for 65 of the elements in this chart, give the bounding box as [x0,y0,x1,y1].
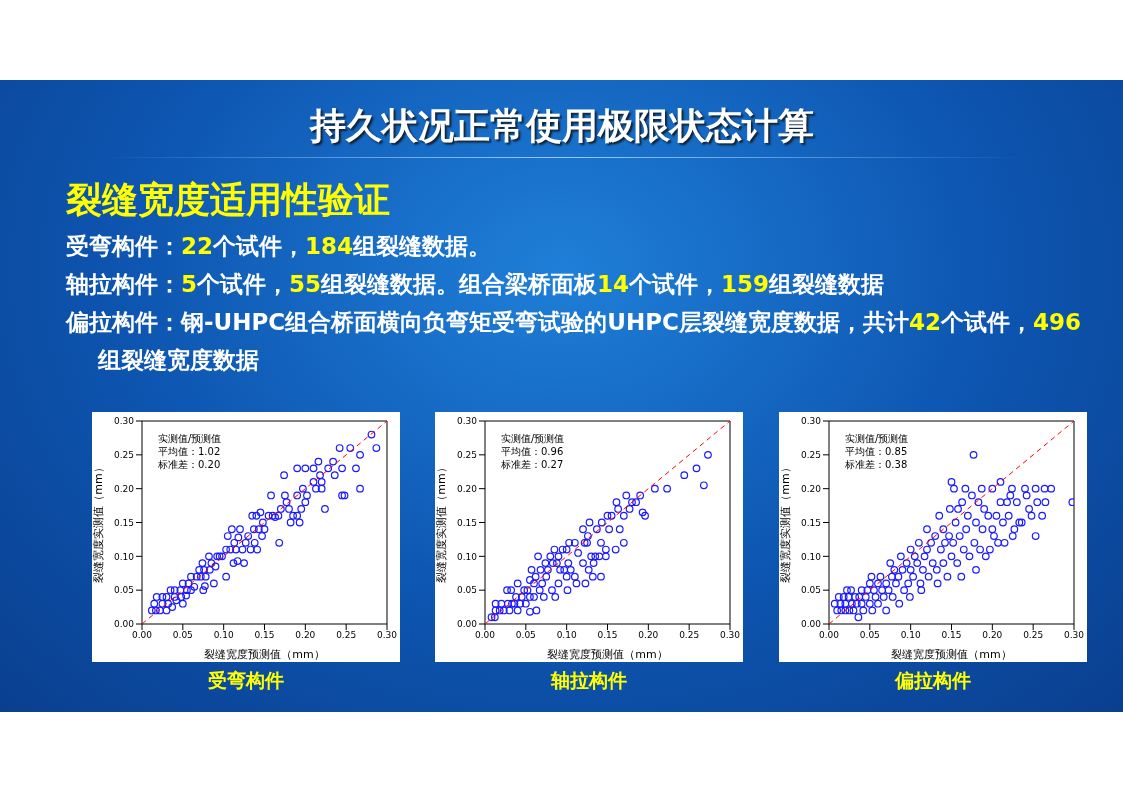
x-tick-label: 0.20 [638,630,659,641]
x-axis-title: 裂缝宽度预测值（mm） [204,648,325,661]
y-tick-label: 0.10 [113,551,135,562]
y-tick-label: 0.20 [456,483,478,494]
y-tick-label: 0.10 [800,551,822,562]
x-tick-label: 0.30 [1063,630,1085,641]
x-tick-label: 0.10 [900,630,921,641]
y-tick-label: 0.30 [113,416,135,427]
x-tick-label: 0.10 [556,630,577,641]
annotation: 平均值：0.85 [845,445,909,458]
y-tick-label: 0.20 [113,483,135,494]
text: 轴拉构件：5个试件，55组裂缝数据。组合梁桥面板14个试件，159组裂缝数据 [66,271,885,297]
x-tick-label: 0.05 [515,630,536,641]
x-tick-label: 0.30 [719,630,741,641]
text: 受弯构件：22个试件，184组裂缝数据。 [66,233,492,259]
x-tick-label: 0.15 [941,630,962,641]
y-tick-label: 0.15 [800,517,821,528]
x-axis-title: 裂缝宽度预测值（mm） [891,648,1012,661]
text: 偏拉构件 [893,668,972,693]
y-axis-title: 裂缝宽度实测值（mm） [434,462,448,583]
text: 持久状况正常使用极限状态计算 [308,104,815,148]
y-axis-title: 裂缝宽度实测值（mm） [778,462,792,583]
x-tick-label: 0.00 [131,630,153,641]
y-tick-label: 0.15 [456,517,477,528]
y-tick-label: 0.10 [456,551,478,562]
y-tick-label: 0.15 [113,517,134,528]
x-tick-label: 0.00 [474,630,496,641]
y-tick-label: 0.05 [113,585,134,596]
text: 受弯构件 [207,668,285,693]
x-tick-label: 0.30 [376,630,398,641]
x-tick-label: 0.00 [818,630,840,641]
annotation: 实测值/预测值 [845,432,909,445]
x-tick-label: 0.20 [982,630,1003,641]
x-tick-label: 0.25 [679,630,700,641]
annotation: 实测值/预测值 [501,432,565,445]
annotation: 标准差：0.20 [158,458,222,471]
y-tick-label: 0.00 [800,619,822,630]
annotation: 标准差：0.27 [501,458,565,471]
annotation: 平均值：1.02 [158,445,222,458]
x-tick-label: 0.25 [336,630,357,641]
annotation: 平均值：0.96 [501,445,565,458]
annotation: 实测值/预测值 [158,432,222,445]
x-tick-label: 0.15 [597,630,618,641]
y-axis-title: 裂缝宽度实测值（mm） [91,462,105,583]
y-tick-label: 0.20 [800,483,822,494]
y-tick-label: 0.30 [456,416,478,427]
text: 轴拉构件 [549,668,628,693]
x-tick-label: 0.05 [859,630,880,641]
x-tick-label: 0.15 [254,630,275,641]
y-tick-label: 0.00 [113,619,135,630]
text: 裂缝宽度适用性验证 [66,178,391,222]
x-tick-label: 0.10 [213,630,234,641]
y-tick-label: 0.25 [456,450,477,461]
y-tick-label: 0.00 [456,619,478,630]
y-tick-label: 0.25 [113,450,134,461]
x-tick-label: 0.25 [1023,630,1044,641]
y-tick-label: 0.05 [800,585,821,596]
y-tick-label: 0.30 [800,416,822,427]
x-tick-label: 0.20 [295,630,316,641]
x-axis-title: 裂缝宽度预测值（mm） [547,648,668,661]
y-tick-label: 0.05 [456,585,477,596]
text: 偏拉构件：钢-UHPC组合桥面横向负弯矩受弯试验的UHPC层裂缝宽度数据，共计42个试件，496组裂缝宽度数据 [66,309,1081,373]
annotation: 标准差：0.38 [845,458,909,471]
x-tick-label: 0.05 [172,630,193,641]
y-tick-label: 0.25 [800,450,821,461]
